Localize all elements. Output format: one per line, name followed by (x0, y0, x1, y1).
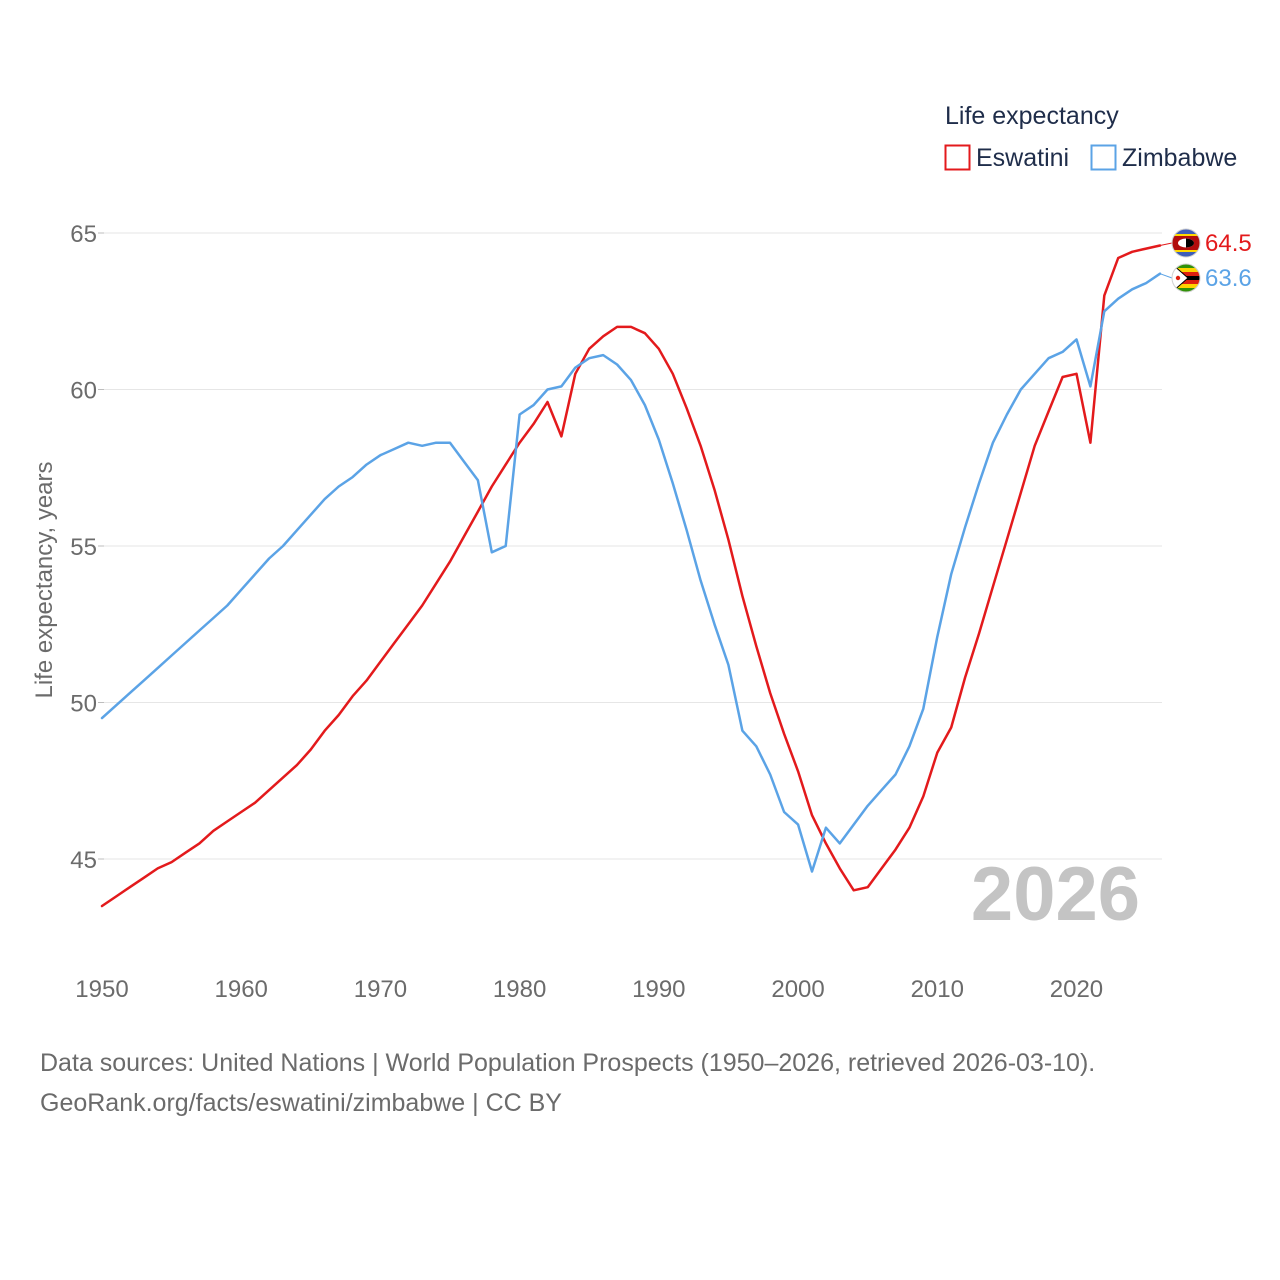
y-axis: 45 50 55 60 65 (70, 221, 104, 874)
legend-swatch-zimbabwe[interactable] (1090, 144, 1117, 171)
source-line-2: GeoRank.org/facts/eswatini/zimbabwe | CC… (40, 1089, 562, 1117)
legend: Life expectancy Eswatini Zimbabwe (944, 102, 1237, 172)
series-line-eswatini[interactable] (100, 244, 1162, 908)
y-tick-label-45: 45 (70, 847, 97, 874)
x-tick-label-1960: 1960 (215, 976, 268, 1003)
legend-label-zimbabwe[interactable]: Zimbabwe (1122, 144, 1237, 172)
end-label-zimbabwe: 63.6 (1205, 265, 1252, 292)
eswatini-flag-icon (1171, 228, 1201, 258)
x-tick-label-1950: 1950 (75, 976, 128, 1003)
grid (98, 232, 1162, 860)
x-tick-label-1980: 1980 (493, 976, 546, 1003)
x-tick-label-2010: 2010 (911, 976, 964, 1003)
end-connector-eswatini (1159, 242, 1173, 247)
source-note: Data sources: United Nations | World Pop… (40, 1043, 1095, 1123)
end-label-eswatini: 64.5 (1205, 230, 1252, 257)
source-line-1: Data sources: United Nations | World Pop… (40, 1049, 1096, 1077)
series-end-labels: 64.5 63.6 (1159, 228, 1252, 293)
series-lines (100, 244, 1162, 908)
x-axis: 1950 1960 1970 1980 1990 2000 2010 2020 (75, 976, 1103, 1003)
x-tick-label-2000: 2000 (771, 976, 824, 1003)
legend-swatch-eswatini[interactable] (944, 144, 971, 171)
current-year-label: 2026 (971, 852, 1140, 937)
zimbabwe-flag-icon (1171, 263, 1201, 293)
y-tick-label-60: 60 (70, 378, 97, 405)
x-tick-label-1990: 1990 (632, 976, 685, 1003)
x-tick-label-2020: 2020 (1050, 976, 1103, 1003)
series-line-zimbabwe[interactable] (100, 272, 1162, 873)
end-connector-zimbabwe (1159, 273, 1173, 279)
legend-title: Life expectancy (945, 102, 1119, 130)
y-tick-label-65: 65 (70, 221, 97, 248)
y-axis-label: Life expectancy, years (31, 461, 58, 698)
y-tick-label-55: 55 (70, 534, 97, 561)
legend-label-eswatini[interactable]: Eswatini (976, 144, 1069, 172)
y-tick-label-50: 50 (70, 691, 97, 718)
x-tick-label-1970: 1970 (354, 976, 407, 1003)
